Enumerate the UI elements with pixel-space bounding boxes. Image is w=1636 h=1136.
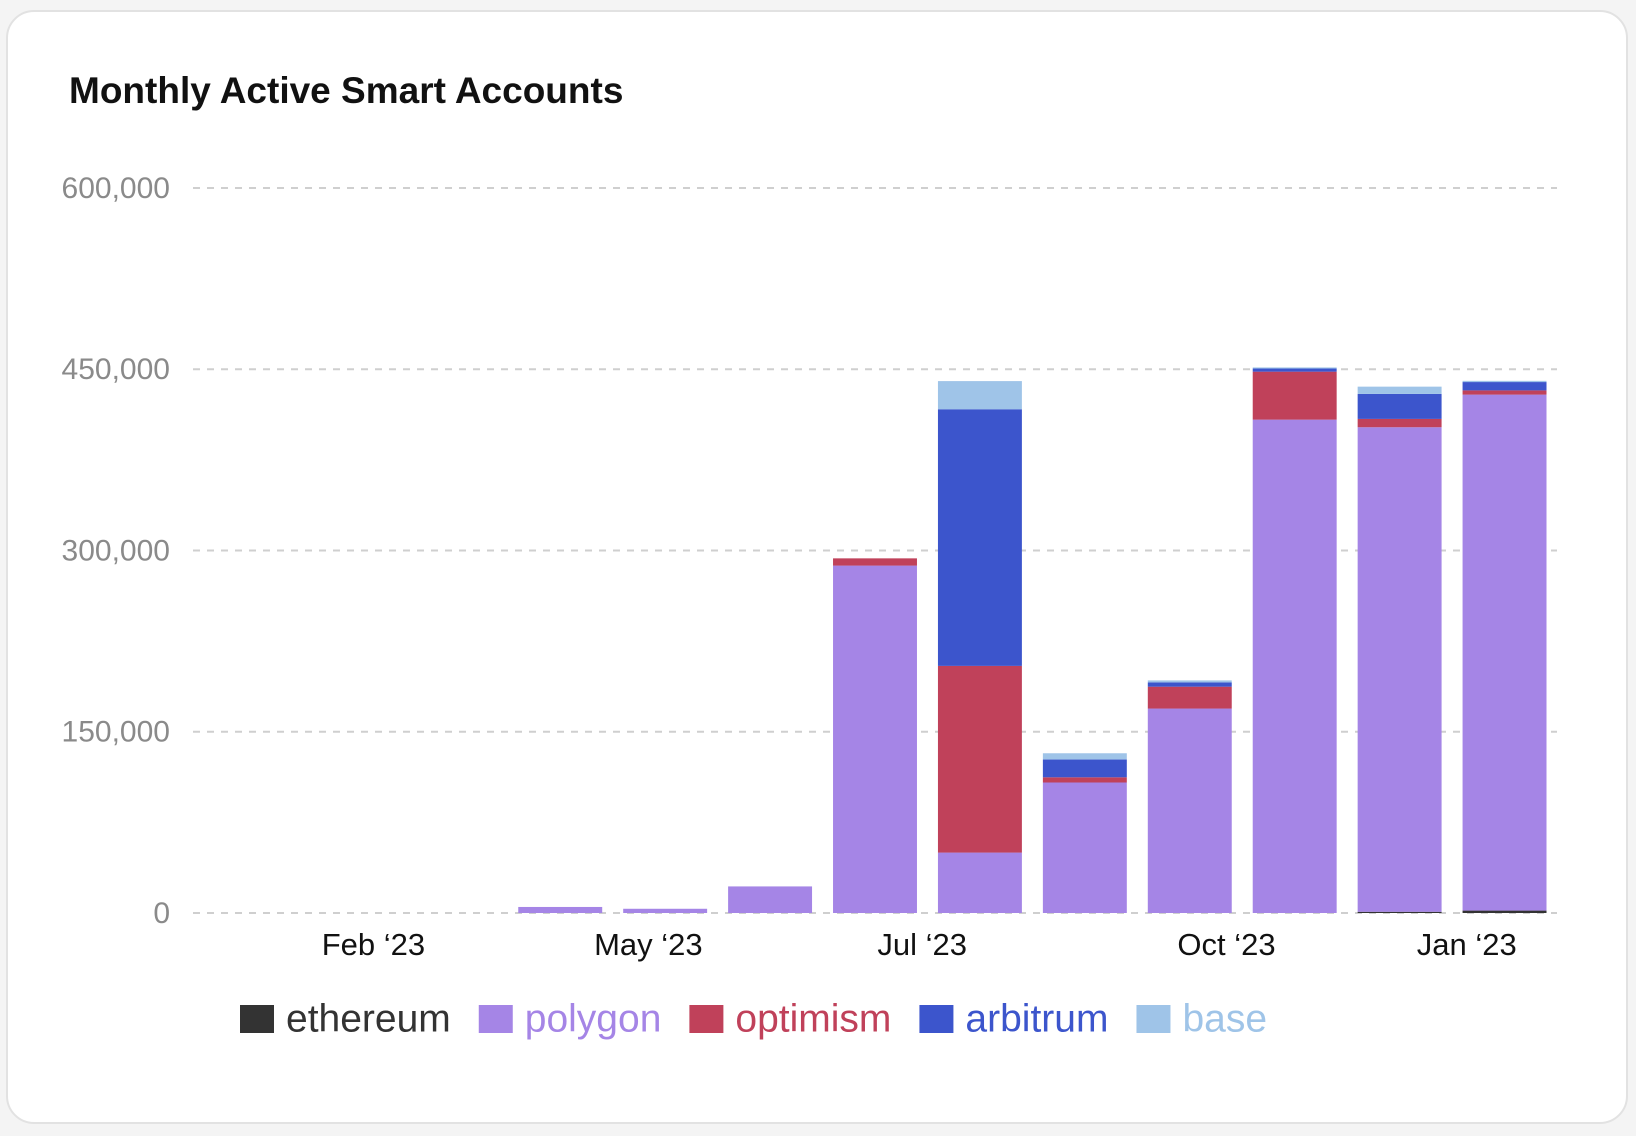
legend-label: polygon xyxy=(525,997,662,1040)
x-tick-label: May ‘23 xyxy=(594,927,703,962)
bar-segment xyxy=(1462,910,1547,913)
y-tick-label: 150,000 xyxy=(62,716,170,749)
bar-segment xyxy=(1462,380,1547,383)
y-tick-label: 0 xyxy=(153,897,170,930)
bar-segment xyxy=(937,409,1022,666)
bar-segment xyxy=(1357,386,1442,394)
bar-segment xyxy=(1462,390,1547,395)
x-tick-label: Feb ‘23 xyxy=(322,927,425,962)
legend-swatch xyxy=(478,1005,513,1033)
bar-segment xyxy=(1357,911,1442,913)
bar-segment xyxy=(1147,708,1232,913)
bar-segment xyxy=(1462,382,1547,391)
bar-segment xyxy=(937,852,1022,913)
x-tick-label: Oct ‘23 xyxy=(1177,927,1275,962)
legend-swatch xyxy=(1136,1005,1171,1033)
bar-segment xyxy=(623,908,708,913)
bar-segment xyxy=(937,665,1022,853)
y-tick-label: 600,000 xyxy=(62,172,170,205)
legend-label: ethereum xyxy=(286,997,451,1040)
legend-swatch xyxy=(240,1005,274,1033)
bar-segment xyxy=(1462,394,1547,911)
bar-segment xyxy=(1042,759,1127,778)
x-tick-label: Jan ‘23 xyxy=(1417,927,1517,962)
bar-segment xyxy=(1357,427,1442,912)
bar-segment xyxy=(1252,368,1337,372)
bar-segment xyxy=(1147,686,1232,709)
legend-label: optimism xyxy=(735,997,891,1040)
bar-segment xyxy=(1252,367,1337,369)
bar-segment xyxy=(1252,371,1337,420)
legend-swatch xyxy=(689,1005,724,1033)
legend-label: base xyxy=(1182,997,1267,1040)
bar-segment xyxy=(1147,680,1232,683)
legend-label: arbitrum xyxy=(965,997,1108,1040)
bar-segment xyxy=(1252,419,1337,913)
bar-segment xyxy=(1357,418,1442,428)
bar-segment xyxy=(937,381,1022,410)
bar-segment xyxy=(728,886,813,913)
y-tick-label: 450,000 xyxy=(62,353,170,386)
bar-segment xyxy=(1042,753,1127,760)
x-tick-label: Jul ‘23 xyxy=(877,927,967,962)
bar-segment xyxy=(833,558,917,566)
y-tick-label: 300,000 xyxy=(62,534,170,567)
bar-segment xyxy=(833,565,917,913)
bar-segment xyxy=(1042,777,1127,783)
bar-segment xyxy=(518,906,603,913)
chart-title: Monthly Active Smart Accounts xyxy=(69,70,623,111)
bar-segment xyxy=(1147,682,1232,687)
bar-segment xyxy=(1042,782,1127,913)
legend-swatch xyxy=(919,1005,954,1033)
bar-segment xyxy=(1357,393,1442,419)
